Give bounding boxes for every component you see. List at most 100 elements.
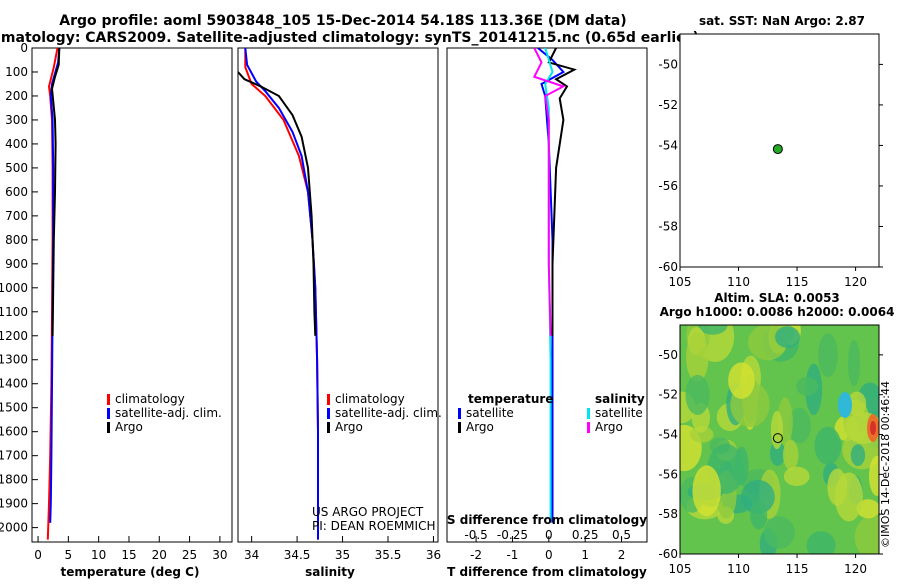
salinity-panel: 34 34.5 35 35.5 36 salinity climatologysatel…	[237, 47, 442, 579]
sst-map-ytick-label: -54	[658, 138, 678, 152]
temperature-xtick-label: 30	[212, 548, 227, 562]
sla-low-anomaly	[838, 392, 852, 418]
temperature-series-argo	[50, 48, 61, 336]
temperature-legend-label: climatology	[115, 392, 185, 406]
depth-tick-label: 100	[5, 65, 28, 79]
salinity-xtick-label: 35.5	[375, 548, 402, 562]
temperature-xtick-label: 25	[182, 548, 197, 562]
temperature-legend-label: satellite-adj. clim.	[115, 406, 222, 420]
depth-tick-label: 200	[5, 89, 28, 103]
salinity-series-climatology	[244, 48, 319, 540]
temperature-frame	[31, 47, 233, 543]
sla-map-ytick-label: -54	[658, 428, 678, 442]
legend-title-salinity: salinity	[595, 392, 645, 406]
sla-map-xtick-label: 105	[669, 562, 692, 576]
difference-salinity-legend-swatch	[587, 408, 590, 419]
depth-tick-label: 700	[5, 209, 28, 223]
salinity-frame	[237, 47, 439, 543]
depth-tick-label: 1100	[0, 305, 28, 319]
depth-tick-label: 900	[5, 257, 28, 271]
temperature-xtick-label: 20	[152, 548, 167, 562]
difference-temperature-legend-label: Argo	[466, 420, 494, 434]
sla-texture-blob	[796, 376, 819, 396]
salinity-legend-swatch	[327, 422, 330, 433]
temperature-xtick-label: 0	[34, 548, 42, 562]
sst-map-xtick-label: 105	[669, 275, 692, 289]
sla-texture-blob	[783, 466, 810, 487]
salinity-xlabel: salinity	[305, 565, 355, 579]
sla-texture-blob	[770, 410, 784, 450]
depth-tick-label: 1200	[0, 329, 28, 343]
t-diff-xtick-label: -2	[470, 548, 482, 562]
legend-title-temperature: temperature	[468, 392, 553, 406]
depth-tick-label: 0	[20, 41, 28, 55]
sst-map-ytick-label: -50	[658, 57, 678, 71]
depth-tick-label: 2000	[0, 521, 28, 535]
difference-panel: -2 -1 0 1 2 -0.5 -0.25 0 0.25 0.5 S difference fr…	[446, 47, 648, 579]
sla-map-ytick-label: -60	[658, 547, 678, 561]
depth-tick-label: 800	[5, 233, 28, 247]
t-diff-xtick-label: 1	[581, 548, 589, 562]
sla-map-xtick-label: 110	[727, 562, 750, 576]
s-diff-xtick-label: -0.5	[464, 528, 487, 542]
difference-frame	[446, 47, 648, 543]
difference-salinity-legend-label: Argo	[595, 420, 623, 434]
sla-map-frame	[679, 324, 880, 555]
temperature-xtick-label: 10	[91, 548, 106, 562]
sla-high-anomaly-core	[870, 421, 876, 435]
t-diff-xtick-label: -1	[506, 548, 518, 562]
sst-title: sat. SST: NaN Argo: 2.87	[699, 14, 865, 28]
sla-texture-blob	[692, 465, 721, 517]
salinity-series-argo	[238, 71, 317, 336]
temperature-xlabel: temperature (deg C)	[61, 565, 200, 579]
temperature-legend-swatch	[107, 422, 110, 433]
sla-texture-blob	[775, 326, 801, 348]
depth-tick-label: 1300	[0, 353, 28, 367]
sst-map-ytick-label: -56	[658, 179, 678, 193]
sla-map-ytick-label: -50	[658, 348, 678, 362]
salinity-xtick-label: 35	[335, 548, 350, 562]
s-diff-xlabel: S difference from climatology	[447, 513, 647, 527]
argo-location-marker	[772, 144, 783, 155]
s-diff-xtick-label: 0.25	[572, 528, 599, 542]
sla-texture-blob	[818, 333, 838, 377]
sla-texture-blob	[689, 426, 714, 443]
salinity-xtick-label: 34	[244, 548, 259, 562]
sst-map-xtick-label: 120	[844, 275, 867, 289]
salinity-legend-label: climatology	[335, 392, 405, 406]
depth-tick-label: 1900	[0, 497, 28, 511]
sla-texture-blob	[806, 531, 836, 554]
s-diff-xtick-label: 0.5	[612, 528, 631, 542]
imos-credit: ©IMOS 14-Dec-2018 00:46:44	[879, 381, 892, 548]
sst-map-ytick-label: -52	[658, 98, 678, 112]
sla-texture-blob	[698, 325, 728, 335]
sla-texture-blob	[868, 455, 879, 497]
depth-tick-label: 400	[5, 137, 28, 151]
difference-temperature-legend-swatch	[458, 408, 461, 419]
difference-series-s-argo	[532, 48, 566, 336]
depth-tick-label: 1700	[0, 449, 28, 463]
sla-map-ytick-label: -52	[658, 388, 678, 402]
depth-tick-label: 1500	[0, 401, 28, 415]
temperature-xtick-label: 15	[121, 548, 136, 562]
header-line2: Climatology: CARS2009. Satellite-adjuste…	[0, 30, 699, 46]
salinity-xtick-label: 36	[426, 548, 441, 562]
sla-texture-blob	[850, 444, 866, 467]
sla-texture-blob	[834, 472, 863, 522]
sla-texture-blob	[685, 374, 710, 415]
sla-texture-blob	[788, 407, 811, 444]
t-diff-xtick-label: 0	[545, 548, 553, 562]
s-diff-xtick-label: 0	[545, 528, 553, 542]
sla-texture-blob	[847, 340, 861, 387]
sla-texture-blob	[728, 362, 755, 399]
sst-map-xtick-label: 110	[727, 275, 750, 289]
t-diff-xtick-label: 2	[618, 548, 626, 562]
sla-map-panel: Altim. SLA: 0.0053 Argo h1000: 0.0086 h2…	[658, 291, 894, 576]
salinity-xtick-label: 34.5	[284, 548, 311, 562]
credit-line2: PI: DEAN ROEMMICH	[312, 519, 435, 533]
sla-title: Altim. SLA: 0.0053	[714, 291, 840, 305]
temperature-legend-label: Argo	[115, 420, 143, 434]
temperature-legend-swatch	[107, 408, 110, 419]
header-line1: Argo profile: aoml 5903848_105 15-Dec-20…	[59, 13, 626, 29]
